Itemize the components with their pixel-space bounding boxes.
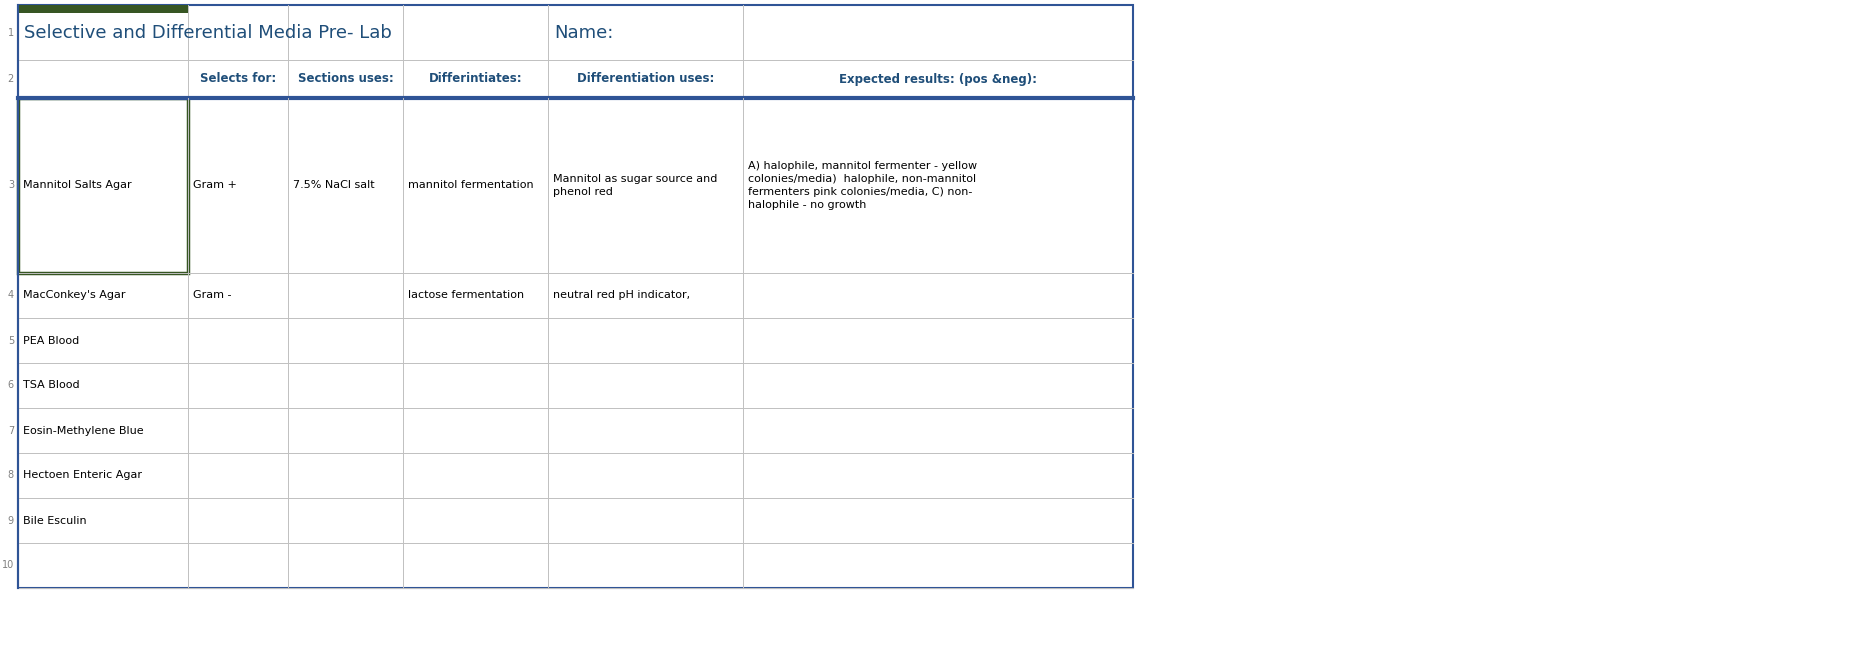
Text: MacConkey's Agar: MacConkey's Agar [22,290,125,300]
Text: Selective and Differential Media Pre- Lab: Selective and Differential Media Pre- La… [24,24,392,41]
Text: Differintiates:: Differintiates: [428,73,523,86]
Text: Selects for:: Selects for: [200,73,276,86]
Bar [19,318,1134,363]
Text: mannitol fermentation: mannitol fermentation [407,181,534,190]
Bar [19,5,189,13]
Text: Gram -: Gram - [192,290,232,300]
Bar [19,498,1134,543]
Text: A) halophile, mannitol fermenter - yellow
colonies/media)  halophile, non-mannit: A) halophile, mannitol fermenter - yello… [747,161,977,211]
Bar [19,98,1134,273]
Bar [19,5,1134,588]
Text: neutral red pH indicator,: neutral red pH indicator, [553,290,689,300]
Text: 10: 10 [2,560,13,570]
Text: Differentiation uses:: Differentiation uses: [577,73,714,86]
Text: Mannitol as sugar source and
phenol red: Mannitol as sugar source and phenol red [553,174,717,197]
Bar [19,408,1134,453]
Text: lactose fermentation: lactose fermentation [407,290,525,300]
Bar [19,5,1134,60]
Text: Name:: Name: [555,24,613,41]
Text: Sections uses:: Sections uses: [297,73,394,86]
Bar [19,5,189,13]
Text: 9: 9 [7,515,13,526]
Text: Eosin-Methylene Blue: Eosin-Methylene Blue [22,426,144,436]
Text: 1: 1 [7,27,13,37]
Text: TSA Blood: TSA Blood [22,381,80,390]
Text: Bile Esculin: Bile Esculin [22,515,86,526]
Bar [19,273,1134,318]
Text: 7.5% NaCl salt: 7.5% NaCl salt [293,181,375,190]
Text: 3: 3 [7,181,13,190]
Text: 2: 2 [7,74,13,84]
Bar [19,98,189,273]
Text: Expected results: (pos &neg):: Expected results: (pos &neg): [839,73,1037,86]
Text: 4: 4 [7,290,13,300]
Text: Gram +: Gram + [192,181,237,190]
Text: PEA Blood: PEA Blood [22,336,78,345]
Text: 8: 8 [7,470,13,481]
Text: 7: 7 [7,426,13,436]
Text: 6: 6 [7,381,13,390]
Text: Hectoen Enteric Agar: Hectoen Enteric Agar [22,470,142,481]
Text: Mannitol Salts Agar: Mannitol Salts Agar [22,181,131,190]
Bar [19,60,1134,98]
Text: 5: 5 [7,336,13,345]
Bar [19,453,1134,498]
Bar [19,363,1134,408]
Bar [19,543,1134,588]
